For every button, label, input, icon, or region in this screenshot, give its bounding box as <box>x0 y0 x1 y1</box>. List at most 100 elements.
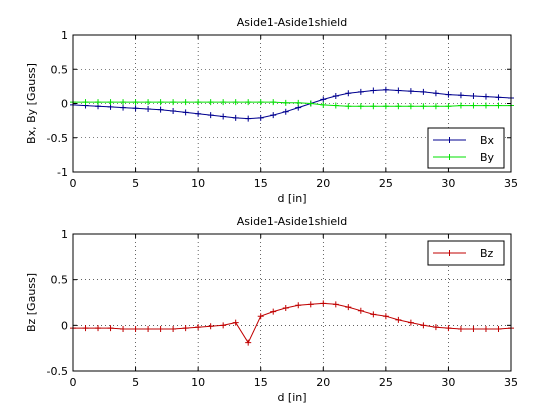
chart-title: Aside1-Aside1shield <box>237 16 347 29</box>
data-point-by <box>395 103 402 110</box>
data-point-bz <box>432 324 439 331</box>
data-point-by <box>420 103 427 110</box>
data-point-bx <box>170 108 177 115</box>
data-point-bz <box>120 325 127 332</box>
y-tick-label: 0 <box>61 319 68 332</box>
x-tick-label: 10 <box>191 376 205 389</box>
legend-label-bx: Bx <box>480 134 495 147</box>
data-point-bx <box>132 105 139 112</box>
data-point-bz <box>170 325 177 332</box>
data-point-bx <box>470 92 477 99</box>
data-point-by <box>95 99 102 106</box>
data-point-by <box>132 99 139 106</box>
data-point-bz <box>157 325 164 332</box>
x-tick-label: 5 <box>132 177 139 190</box>
data-point-by <box>357 103 364 110</box>
legend-label-bz: Bz <box>480 247 494 260</box>
data-point-bx <box>245 115 252 122</box>
data-point-bz <box>357 307 364 314</box>
data-point-bx <box>145 105 152 112</box>
x-tick-label: 0 <box>70 177 77 190</box>
y-tick-label: 0 <box>61 98 68 111</box>
data-point-bx <box>382 86 389 93</box>
data-point-bz <box>270 308 277 315</box>
data-point-bz <box>470 325 477 332</box>
data-point-bx <box>182 109 189 116</box>
legend: Bz <box>427 240 505 266</box>
data-point-by <box>370 103 377 110</box>
data-point-bz <box>320 300 327 307</box>
data-point-bx <box>445 91 452 98</box>
y-tick-label: -0.5 <box>47 132 68 145</box>
data-point-by <box>295 99 302 106</box>
data-point-bx <box>332 92 339 99</box>
data-point-bz <box>382 313 389 320</box>
data-point-by <box>470 102 477 109</box>
data-point-bz <box>495 325 502 332</box>
data-point-bx <box>420 88 427 95</box>
data-point-by <box>145 99 152 106</box>
data-point-by <box>407 103 414 110</box>
data-point-bz <box>232 319 239 326</box>
legend-marker-by <box>446 154 453 160</box>
data-point-by <box>332 102 339 109</box>
y-axis-label: Bz [Gauss] <box>25 273 38 332</box>
data-point-bz <box>220 322 227 329</box>
x-tick-label: 30 <box>441 376 455 389</box>
x-tick-label: 35 <box>504 177 518 190</box>
data-point-by <box>382 103 389 110</box>
x-axis-label: d [in] <box>277 192 306 205</box>
data-point-by <box>232 99 239 106</box>
data-point-bz <box>107 325 114 332</box>
data-point-bz <box>195 324 202 331</box>
data-point-bx <box>270 112 277 119</box>
y-tick-label: -1 <box>57 166 68 179</box>
x-tick-label: 10 <box>191 177 205 190</box>
x-tick-label: 25 <box>379 177 393 190</box>
data-point-bx <box>407 88 414 95</box>
data-point-bx <box>220 113 227 120</box>
data-point-bx <box>357 88 364 95</box>
data-point-by <box>495 102 502 109</box>
data-point-bz <box>395 316 402 323</box>
data-point-bz <box>207 323 214 330</box>
data-point-bx <box>120 104 127 111</box>
data-point-bz <box>370 311 377 318</box>
data-point-bx <box>157 106 164 113</box>
axes-box <box>72 34 512 173</box>
legend-marker-bx <box>446 137 453 143</box>
legend-label-by: By <box>480 151 495 164</box>
data-point-bx <box>345 90 352 97</box>
data-point-bz <box>132 325 139 332</box>
data-point-by <box>270 99 277 106</box>
x-tick-label: 15 <box>254 177 268 190</box>
data-point-by <box>120 99 127 106</box>
data-point-bx <box>195 110 202 117</box>
data-point-bz <box>420 322 427 329</box>
x-tick-label: 30 <box>441 177 455 190</box>
chart-title: Aside1-Aside1shield <box>237 215 347 228</box>
x-tick-label: 25 <box>379 376 393 389</box>
chart-2: 0 5 10 15 20 25 30 35-0.500.51Aside1-Aside1shie… <box>25 215 518 404</box>
data-point-bz <box>445 325 452 332</box>
x-axis-label: d [in] <box>277 391 306 404</box>
data-point-bz <box>245 339 252 346</box>
data-point-by <box>82 99 89 106</box>
y-tick-label: 0.5 <box>51 63 69 76</box>
x-tick-label: 5 <box>132 376 139 389</box>
data-point-by <box>307 100 314 107</box>
data-point-by <box>170 99 177 106</box>
data-point-by <box>207 99 214 106</box>
y-tick-label: 1 <box>61 228 68 241</box>
data-point-bz <box>145 325 152 332</box>
x-tick-label: 35 <box>504 376 518 389</box>
legend-box <box>427 127 505 169</box>
data-point-bx <box>232 114 239 121</box>
data-point-bx <box>207 112 214 119</box>
data-point-by <box>482 102 489 109</box>
data-point-bx <box>495 94 502 101</box>
data-point-by <box>345 103 352 110</box>
data-point-bz <box>345 304 352 311</box>
data-point-by <box>257 99 264 106</box>
